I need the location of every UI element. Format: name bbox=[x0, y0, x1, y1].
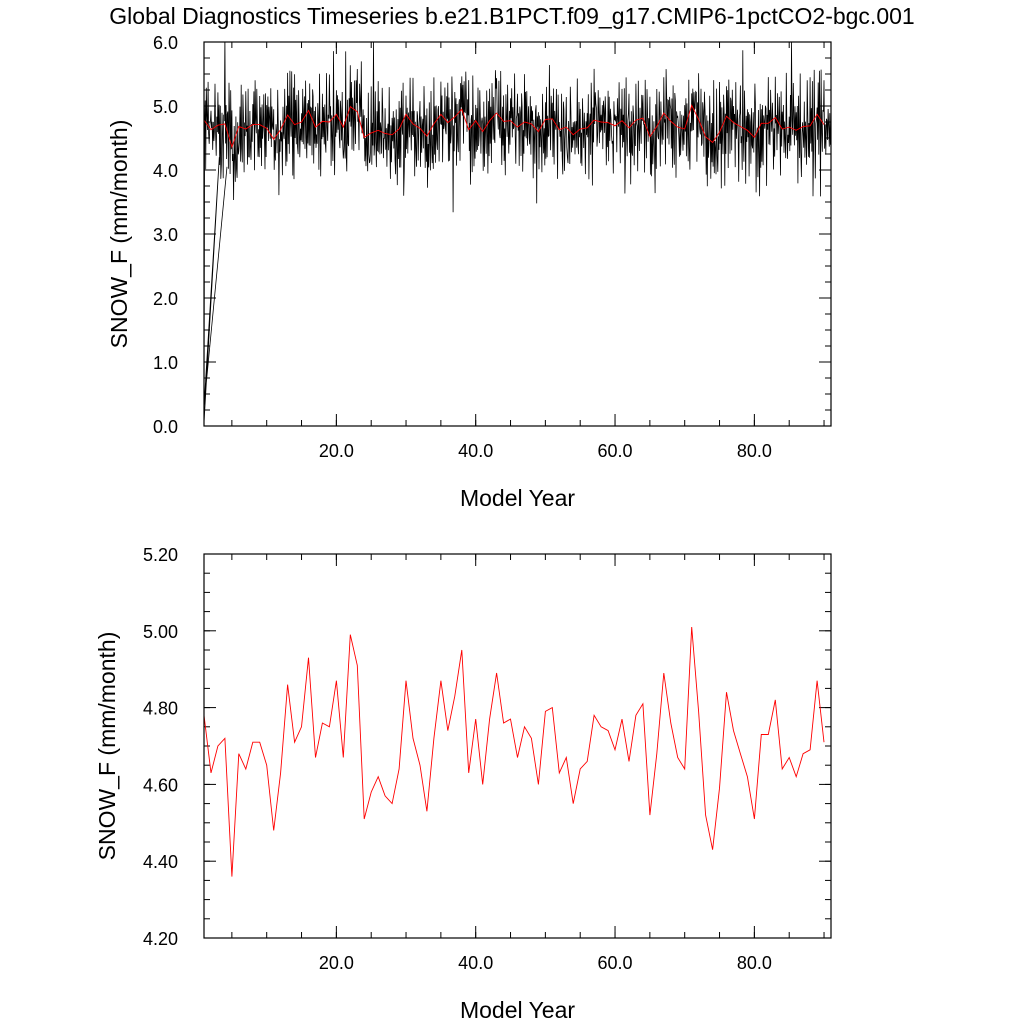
x-tick-label: 60.0 bbox=[598, 441, 633, 461]
y-axis-label: SNOW_F (mm/month) bbox=[94, 632, 120, 861]
y-tick-label: 0.0 bbox=[153, 417, 178, 437]
y-tick-label: 4.60 bbox=[143, 775, 178, 795]
x-tick-label: 20.0 bbox=[319, 441, 354, 461]
annual-mean-line bbox=[204, 104, 825, 149]
chart-panels: 20.0 40.0 60.0 80.0 0.0 1.0 2.0 3.0 4.0 5.0 6.0 Mod… bbox=[94, 33, 832, 1023]
y-tick-label: 4.40 bbox=[143, 852, 178, 872]
x-axis-label: Model Year bbox=[460, 485, 575, 511]
y-tick-label: 4.20 bbox=[143, 929, 178, 949]
x-tick-label: 80.0 bbox=[737, 953, 772, 973]
y-tick-label: 6.0 bbox=[153, 33, 178, 53]
y-tick-label: 5.20 bbox=[143, 545, 178, 565]
chart-panel-1: 20.0 40.0 60.0 80.0 0.0 1.0 2.0 3.0 4.0 5.0 6.0 Mod… bbox=[106, 33, 832, 511]
x-tick-label: 40.0 bbox=[458, 441, 493, 461]
plot-frame bbox=[203, 41, 832, 427]
y-tick-label: 5.00 bbox=[143, 622, 178, 642]
plot-area bbox=[204, 42, 831, 423]
monthly-spinup-line bbox=[204, 157, 228, 423]
annual-series-line bbox=[204, 626, 825, 877]
x-tick-label: 20.0 bbox=[319, 953, 354, 973]
y-tick-label: 2.0 bbox=[153, 289, 178, 309]
y-tick-label: 4.0 bbox=[153, 161, 178, 181]
x-axis-label: Model Year bbox=[460, 997, 575, 1023]
x-tick-label: 60.0 bbox=[598, 953, 633, 973]
y-tick-label: 1.0 bbox=[153, 353, 178, 373]
chart-panel-2: 20.0 40.0 60.0 80.0 4.20 4.40 4.60 4.80 5.00 5.20… bbox=[94, 545, 832, 1023]
x-tick-label: 40.0 bbox=[458, 953, 493, 973]
x-tick-label: 80.0 bbox=[737, 441, 772, 461]
plot-area bbox=[204, 626, 825, 877]
y-tick-label: 5.0 bbox=[153, 97, 178, 117]
y-tick-label: 4.80 bbox=[143, 699, 178, 719]
y-tick-label: 3.0 bbox=[153, 225, 178, 245]
monthly-series-line bbox=[204, 42, 831, 423]
y-axis-label: SNOW_F (mm/month) bbox=[106, 120, 132, 349]
plot-frame bbox=[203, 553, 832, 939]
figure-title: Global Diagnostics Timeseries b.e21.B1PC… bbox=[109, 3, 914, 29]
